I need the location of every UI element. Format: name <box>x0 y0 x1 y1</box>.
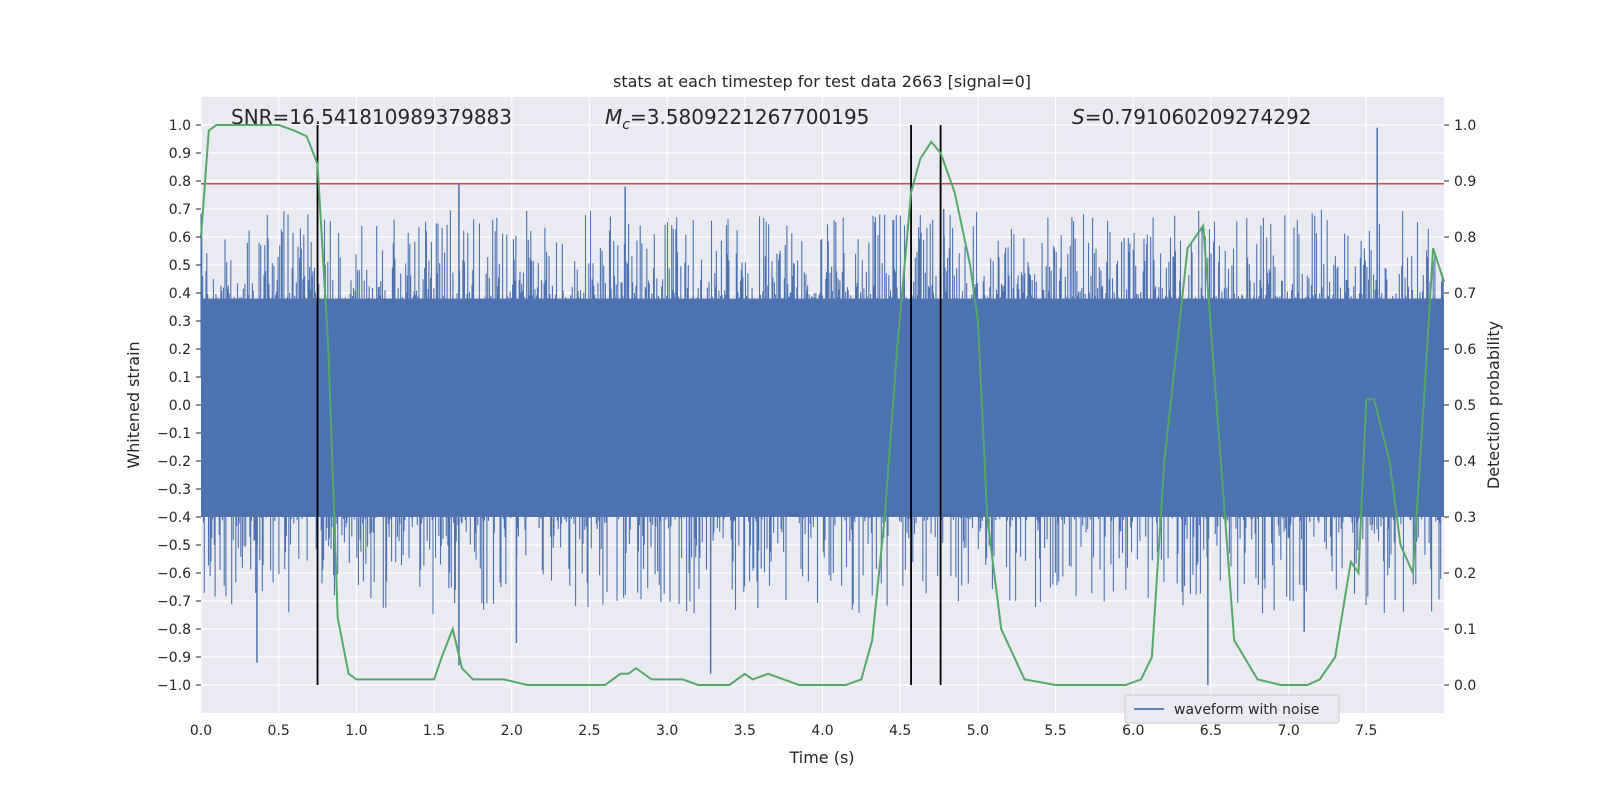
x-tick-label: 1.5 <box>423 723 445 739</box>
y-tick-label: 0.6 <box>169 230 191 246</box>
y-tick-label: −0.7 <box>157 594 191 610</box>
waveform-series <box>200 127 1444 685</box>
x-tick-label: 6.5 <box>1200 723 1222 739</box>
y-tick-label: −0.8 <box>157 622 191 638</box>
y-tick-label: −0.2 <box>157 454 191 470</box>
y-tick-label: 0.0 <box>169 398 191 414</box>
x-tick-label: 0.0 <box>190 723 212 739</box>
y2-tick-label: 0.9 <box>1454 174 1476 190</box>
legend-box <box>1124 694 1340 724</box>
y-tick-label: −0.1 <box>157 426 191 442</box>
y2-tick-label: 0.6 <box>1454 342 1476 358</box>
x-tick-label: 4.0 <box>811 723 833 739</box>
s-symbol: S <box>1072 105 1085 129</box>
y-tick-label: 0.4 <box>169 286 191 302</box>
x-tick-label: 7.5 <box>1355 723 1377 739</box>
mc-subscript: c <box>622 117 630 133</box>
y-tick-label: −0.3 <box>157 482 191 498</box>
y-tick-label: 0.7 <box>169 202 191 218</box>
y-tick-label: −0.9 <box>157 650 191 666</box>
x-tick-label: 3.5 <box>734 723 756 739</box>
y-tick-label: −0.4 <box>157 510 191 526</box>
mc-value: =3.5809221267700195 <box>630 105 869 129</box>
s-value: =0.791060209274292 <box>1085 105 1312 129</box>
y-tick-label: 0.5 <box>169 258 191 274</box>
y-tick-label: 0.9 <box>169 146 191 162</box>
s-annotation: S=0.791060209274292 <box>1072 105 1311 129</box>
x-axis-label: Time (s) <box>788 748 854 767</box>
y-tick-label: 0.1 <box>169 370 191 386</box>
x-tick-label: 2.0 <box>501 723 523 739</box>
tick-layer: 0.0 0.5 1.0 1.5 2.0 2.5 3.0 3.5 4.0 4.5 5.0 5.5 6.0 6… <box>157 118 1476 739</box>
y2-tick-label: 0.3 <box>1454 510 1476 526</box>
x-tick-label: 0.5 <box>268 723 290 739</box>
y2-tick-label: 1.0 <box>1454 118 1476 134</box>
x-tick-label: 4.5 <box>889 723 911 739</box>
y-tick-label: 1.0 <box>169 118 191 134</box>
y-tick-label: −0.6 <box>157 566 191 582</box>
legend: waveform with noise <box>1124 694 1340 724</box>
y-tick-label: 0.8 <box>169 174 191 190</box>
y2-tick-label: 0.8 <box>1454 230 1476 246</box>
y2-tick-label: 0.1 <box>1454 622 1476 638</box>
y2-tick-label: 0.4 <box>1454 454 1476 470</box>
y2-axis-label: Detection probability <box>1484 321 1503 489</box>
y-axis-label: Whitened strain <box>124 341 143 468</box>
y2-tick-label: 0.2 <box>1454 566 1476 582</box>
x-tick-label: 3.0 <box>656 723 678 739</box>
waveform-spikes <box>200 209 1444 614</box>
x-tick-label: 5.0 <box>967 723 989 739</box>
y2-tick-label: 0.5 <box>1454 398 1476 414</box>
x-tick-label: 2.5 <box>578 723 600 739</box>
x-tick-label: 5.5 <box>1044 723 1066 739</box>
y-tick-label: 0.2 <box>169 342 191 358</box>
detection-probability-line <box>200 124 1445 686</box>
chart-title: stats at each timestep for test data 266… <box>613 72 1031 91</box>
x-tick-label: 7.0 <box>1277 723 1299 739</box>
legend-label: waveform with noise <box>1174 702 1319 718</box>
x-tick-label: 6.0 <box>1122 723 1144 739</box>
x-tick-label: 1.0 <box>345 723 367 739</box>
snr-annotation: SNR=16.541810989379883 <box>231 105 512 129</box>
y-tick-label: −0.5 <box>157 538 191 554</box>
y2-tick-label: 0.7 <box>1454 286 1476 302</box>
overlay-layer <box>200 124 1445 686</box>
y2-tick-label: 0.0 <box>1454 678 1476 694</box>
y-tick-label: −1.0 <box>157 678 191 694</box>
chirp-mass-annotation: Mc=3.5809221267700195 <box>605 105 869 133</box>
y-tick-label: 0.3 <box>169 314 191 330</box>
mc-symbol: M <box>605 105 622 129</box>
